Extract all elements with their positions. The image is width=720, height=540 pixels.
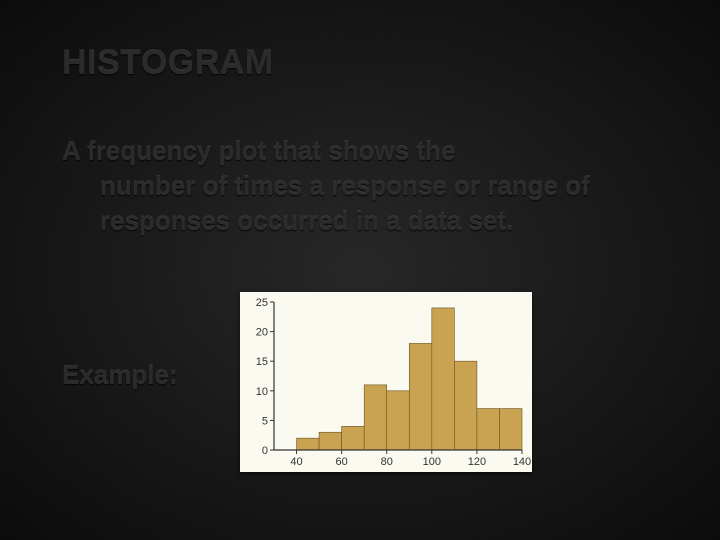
svg-text:100: 100 — [423, 456, 441, 468]
svg-text:15: 15 — [256, 356, 268, 368]
definition-text: A frequency plot that shows the number o… — [62, 134, 602, 239]
svg-text:10: 10 — [256, 386, 268, 398]
svg-text:0: 0 — [262, 445, 268, 457]
definition-line-1: A frequency plot that shows the — [62, 136, 455, 166]
svg-text:60: 60 — [336, 456, 348, 468]
svg-text:5: 5 — [262, 415, 268, 427]
histogram-chart: 0 5 10 15 20 25 40 60 80 100 120 140 — [240, 292, 532, 472]
svg-text:120: 120 — [468, 456, 486, 468]
example-label: Example: — [62, 360, 178, 391]
definition-rest: number of times a response or range of r… — [62, 169, 602, 239]
page-title: HISTOGRAM — [62, 44, 274, 83]
svg-text:20: 20 — [256, 327, 268, 339]
svg-text:80: 80 — [381, 456, 393, 468]
svg-text:40: 40 — [290, 456, 302, 468]
svg-text:140: 140 — [513, 456, 531, 468]
histogram-svg: 0 5 10 15 20 25 40 60 80 100 120 140 — [240, 292, 532, 472]
svg-text:25: 25 — [256, 297, 268, 309]
